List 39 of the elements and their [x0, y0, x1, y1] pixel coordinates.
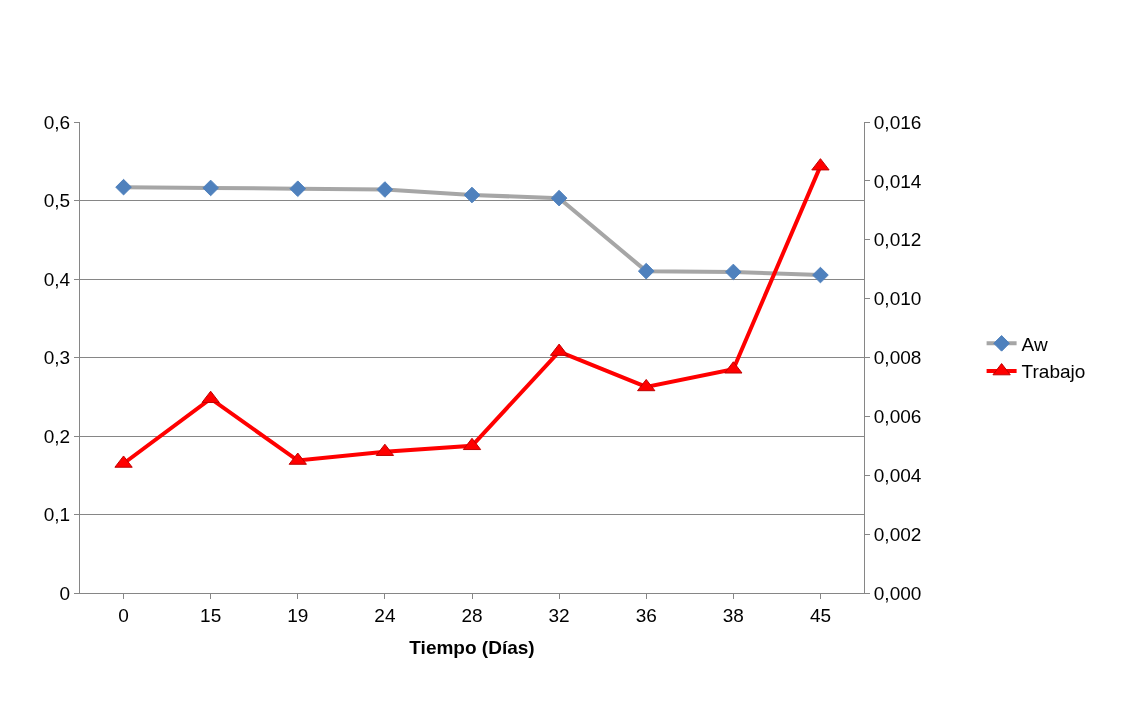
- x-tick-label: 19: [287, 604, 309, 626]
- point: [289, 180, 307, 198]
- x-tick-label: 32: [548, 604, 570, 626]
- y-tick-label: 0,5: [43, 190, 71, 212]
- x-tick-label: 36: [635, 604, 657, 626]
- x-tick-label: 28: [461, 604, 483, 626]
- y2-tick-label: 0,006: [873, 406, 922, 428]
- point: [376, 181, 394, 198]
- point: [812, 266, 829, 284]
- point: [637, 262, 655, 280]
- y-tick-label: 0,3: [43, 347, 71, 369]
- x-axis-title: Tiempo (Días): [409, 636, 535, 658]
- point: [462, 437, 482, 451]
- y-tick-label: 0,1: [43, 504, 71, 526]
- point: [725, 263, 742, 281]
- x-tick-label: 0: [118, 604, 129, 626]
- y2-tick-label: 0,012: [873, 229, 922, 251]
- legend-label: Aw: [1021, 333, 1048, 355]
- point: [463, 186, 481, 204]
- point: [115, 178, 132, 196]
- y-tick-label: 0,4: [43, 268, 71, 290]
- legend-label: Trabajo: [1021, 361, 1086, 383]
- point: [637, 378, 656, 392]
- point: [550, 189, 568, 207]
- y2-tick-label: 0,002: [873, 523, 922, 545]
- point: [202, 179, 219, 197]
- y-tick-label: 0,6: [43, 111, 71, 133]
- y2-tick-label: 0,010: [873, 288, 922, 310]
- y2-tick-label: 0,004: [873, 464, 922, 486]
- y-tick-label: 0,2: [43, 425, 71, 447]
- x-tick-label: 45: [809, 604, 832, 626]
- y-tick-label: 0: [59, 582, 71, 604]
- y2-tick-label: 0,014: [873, 170, 922, 192]
- x-tick-label: 38: [722, 604, 744, 626]
- x-tick-label: 24: [374, 604, 396, 626]
- y2-tick-label: 0,016: [873, 111, 922, 133]
- y2-tick-label: 0,000: [873, 582, 922, 604]
- x-tick-label: 15: [200, 604, 222, 626]
- y2-tick-label: 0,008: [873, 347, 922, 369]
